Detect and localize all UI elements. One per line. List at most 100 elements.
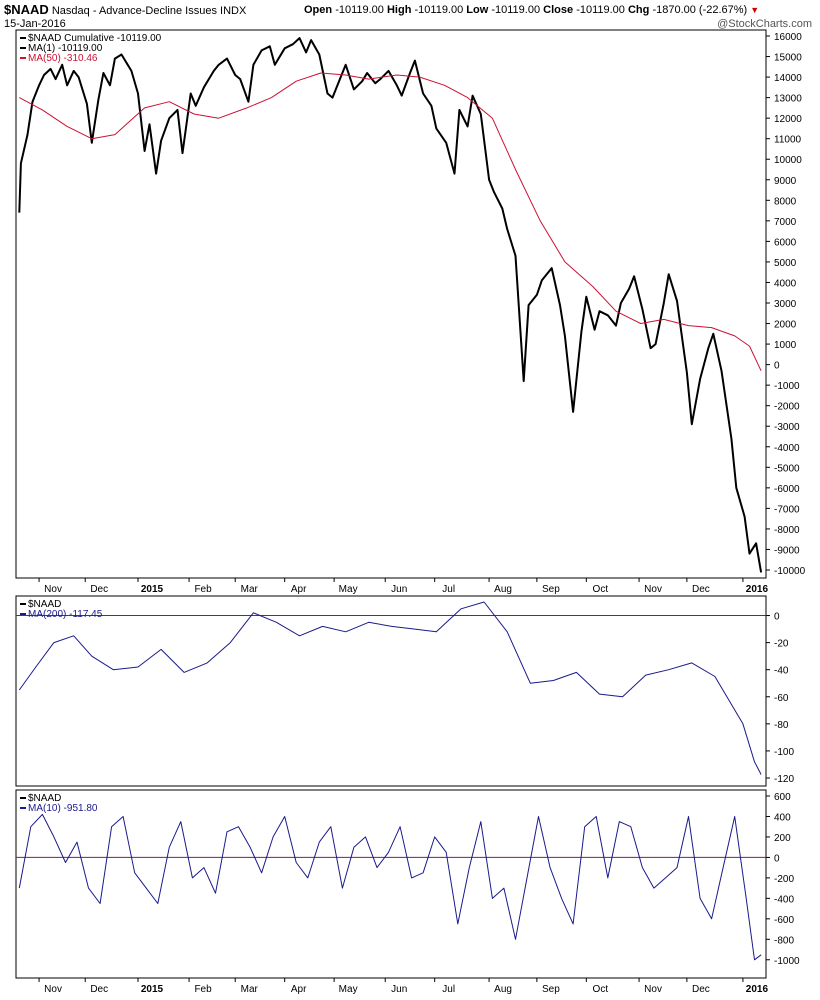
- x-tick-label: Nov: [44, 584, 62, 595]
- chg-label: Chg: [627, 4, 650, 16]
- close-value: -10119.00: [576, 4, 625, 16]
- y-tick-label-main: 0: [774, 361, 780, 372]
- y-tick-label-main: 3000: [774, 299, 797, 310]
- x-tick-label: Oct: [593, 584, 609, 595]
- chart-header: $NAAD Nasdaq - Advance-Decline Issues IN…: [4, 2, 816, 32]
- y-tick-label-middle: -100: [774, 747, 794, 758]
- y-tick-label-main: 10000: [774, 155, 802, 166]
- y-tick-label-bottom: -400: [774, 894, 794, 905]
- y-tick-label-main: -8000: [774, 525, 800, 536]
- series-line-middle-0: [18, 601, 762, 775]
- x-tick-label: Feb: [194, 584, 212, 595]
- legend-label-middle: MA(200) -117.45: [28, 609, 103, 620]
- x-tick-label: Dec: [692, 984, 710, 995]
- y-tick-label-bottom: -1000: [774, 956, 800, 967]
- x-tick-label: Aug: [494, 584, 512, 595]
- x-tick-label: Nov: [644, 984, 662, 995]
- y-tick-label-main: -9000: [774, 545, 800, 556]
- y-tick-label-main: 6000: [774, 237, 797, 248]
- y-tick-label-bottom: 400: [774, 812, 791, 823]
- y-tick-label-main: 9000: [774, 176, 797, 187]
- y-tick-label-main: -1000: [774, 381, 800, 392]
- x-tick-label: Sep: [542, 584, 560, 595]
- x-tick-label: 2015: [141, 984, 164, 995]
- panel-frame-middle: [15, 595, 767, 787]
- y-tick-label-main: 7000: [774, 217, 797, 228]
- y-tick-label-middle: -60: [774, 693, 789, 704]
- down-triangle-icon: ▼: [750, 5, 760, 15]
- x-tick-label: Dec: [90, 984, 108, 995]
- y-tick-label-main: -7000: [774, 504, 800, 515]
- y-tick-label-main: -5000: [774, 463, 800, 474]
- y-tick-label-main: 16000: [774, 32, 802, 43]
- x-tick-label: Jun: [391, 584, 407, 595]
- y-tick-label-main: 15000: [774, 53, 802, 64]
- y-tick-label-middle: -20: [774, 639, 789, 650]
- y-tick-label-middle: -80: [774, 720, 789, 731]
- date-label: 15-Jan-2016: [4, 18, 66, 30]
- x-tick-label: Oct: [593, 984, 609, 995]
- x-tick-label: Nov: [44, 984, 62, 995]
- x-tick-label: 2016: [746, 984, 769, 995]
- y-tick-label-bottom: 0: [774, 853, 780, 864]
- x-tick-label: Dec: [692, 584, 710, 595]
- y-tick-label-main: -4000: [774, 443, 800, 454]
- y-tick-label-main: 14000: [774, 73, 802, 84]
- watermark: @StockCharts.com: [717, 18, 812, 30]
- y-tick-label-main: 8000: [774, 196, 797, 207]
- y-tick-label-main: -6000: [774, 484, 800, 495]
- y-tick-label-main: 13000: [774, 94, 802, 105]
- y-tick-label-bottom: -200: [774, 874, 794, 885]
- open-label: Open: [304, 4, 333, 16]
- legend-label-middle: $NAAD: [28, 599, 61, 610]
- index-name: Nasdaq - Advance-Decline Issues: [51, 5, 217, 17]
- high-label: High: [386, 4, 412, 16]
- x-tick-label: Nov: [644, 584, 662, 595]
- chg-value: -1870.00 (-22.67%): [652, 4, 748, 16]
- y-tick-label-bottom: -800: [774, 935, 794, 946]
- y-tick-label-main: -2000: [774, 402, 800, 413]
- symbol-label: $NAAD: [4, 2, 49, 17]
- series-line-bottom-0: [18, 813, 762, 961]
- x-tick-label: Dec: [90, 584, 108, 595]
- y-tick-label-main: 5000: [774, 258, 797, 269]
- x-tick-label: 2016: [746, 584, 769, 595]
- series-line-main-1: [19, 72, 762, 372]
- low-value: -10119.00: [491, 4, 541, 16]
- x-tick-label: May: [339, 584, 358, 595]
- panel-frame-main: [15, 29, 767, 579]
- title-line: $NAAD Nasdaq - Advance-Decline Issues IN…: [4, 2, 246, 17]
- legend-label-main: MA(1) -10119.00: [28, 43, 103, 54]
- x-tick-label: Jun: [391, 984, 407, 995]
- y-tick-label-middle: -120: [774, 774, 794, 785]
- legend-label-main: $NAAD Cumulative -10119.00: [28, 33, 162, 44]
- y-tick-label-main: 12000: [774, 114, 802, 125]
- y-tick-label-main: 4000: [774, 278, 797, 289]
- x-tick-label: Aug: [494, 984, 512, 995]
- y-tick-label-main: -3000: [774, 422, 800, 433]
- open-value: -10119.00: [335, 4, 384, 16]
- legend-label-bottom: MA(10) -951.80: [28, 803, 98, 814]
- y-tick-label-main: 11000: [774, 135, 802, 146]
- low-label: Low: [466, 4, 489, 16]
- x-tick-label: May: [339, 984, 358, 995]
- panel-frame-bottom: [15, 789, 767, 979]
- x-tick-label: Jul: [442, 584, 455, 595]
- y-tick-label-middle: -40: [774, 666, 789, 677]
- y-tick-label-middle: 0: [774, 612, 780, 623]
- y-tick-label-bottom: 600: [774, 792, 791, 803]
- ohlc-summary: Open -10119.00 High -10119.00 Low -10119…: [304, 4, 759, 16]
- x-tick-label: Mar: [241, 984, 259, 995]
- y-tick-label-bottom: 200: [774, 833, 791, 844]
- y-tick-label-main: 2000: [774, 320, 797, 331]
- x-tick-label: Feb: [194, 984, 212, 995]
- y-tick-label-main: -10000: [774, 566, 806, 577]
- close-label: Close: [543, 4, 574, 16]
- series-line-main-0: [18, 37, 763, 573]
- exchange-label: INDX: [220, 5, 247, 17]
- y-tick-label-main: 1000: [774, 340, 797, 351]
- x-tick-label: Apr: [291, 584, 307, 595]
- x-tick-label: Jul: [442, 984, 455, 995]
- legend-label-main: MA(50) -310.46: [28, 53, 98, 64]
